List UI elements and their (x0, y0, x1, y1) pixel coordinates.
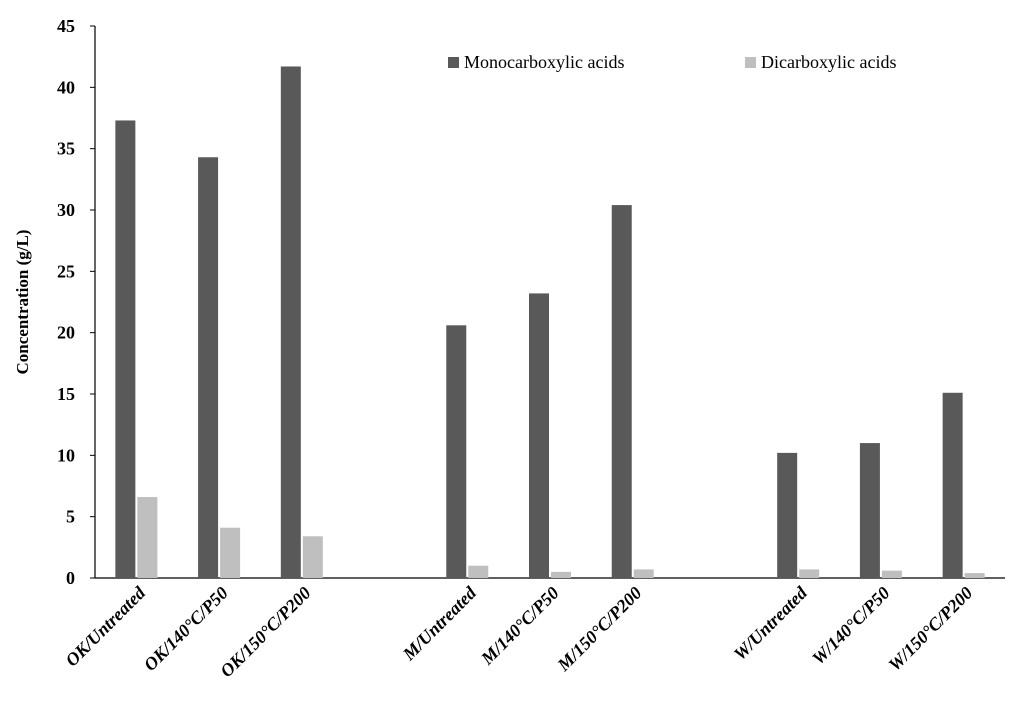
y-tick-label: 5 (66, 507, 75, 527)
y-tick-label: 30 (57, 200, 75, 220)
dicarboxylic-bar (881, 570, 902, 578)
x-tick-label: M/Untreated (398, 582, 481, 665)
dicarboxylic-bar (220, 527, 241, 578)
dicarboxylic-bar (551, 571, 571, 578)
dicarboxylic-bar (302, 536, 323, 578)
y-tick-label: 15 (57, 384, 75, 404)
monocarboxylic-bar (859, 443, 880, 578)
y-tick-label: 10 (57, 445, 75, 465)
dicarboxylic-bar (137, 497, 158, 578)
x-tick-label: W/140°C/P50 (808, 583, 894, 669)
monocarboxylic-bar (280, 66, 301, 578)
y-tick-label: 0 (66, 568, 75, 588)
y-axis: 0 5 10 15 20 25 30 35 40 45 (57, 16, 96, 588)
legend-swatch (745, 57, 756, 68)
x-tick-label: W/150°C/P200 (884, 583, 976, 675)
y-tick-label: 35 (57, 139, 75, 159)
legend-label: Dicarboxylic acids (761, 52, 896, 72)
legend-label: Monocarboxylic acids (464, 52, 624, 72)
y-tick-label: 45 (57, 16, 75, 36)
x-tick-label: M/150°C/P200 (553, 583, 646, 676)
monocarboxylic-bar (115, 120, 136, 578)
dicarboxylic-bar (964, 573, 985, 578)
dicarboxylic-bar (468, 565, 489, 578)
y-tick-label: 20 (57, 323, 75, 343)
dicarboxylic-bar (799, 569, 820, 578)
x-tick-label: M/140°C/P50 (476, 583, 562, 669)
monocarboxylic-bar (611, 205, 632, 579)
y-tick-label: 25 (57, 261, 75, 281)
x-tick-label: OK/Untreated (61, 582, 149, 670)
monocarboxylic-bar (198, 157, 219, 578)
y-axis-label: Concentration (g/L) (13, 230, 32, 375)
x-tick-label: W/Untreated (730, 582, 812, 664)
legend-swatch (448, 57, 459, 68)
monocarboxylic-bar (777, 452, 798, 578)
dicarboxylic-bar (633, 569, 654, 578)
legend: Monocarboxylic acids Dicarboxylic acids (448, 52, 896, 72)
monocarboxylic-bar (529, 293, 549, 578)
monocarboxylic-bar (446, 325, 467, 578)
monocarboxylic-bar (942, 392, 963, 578)
bars (115, 66, 985, 579)
y-tick-label: 40 (57, 77, 75, 97)
x-tick-label: OK/140°C/P50 (140, 583, 232, 675)
